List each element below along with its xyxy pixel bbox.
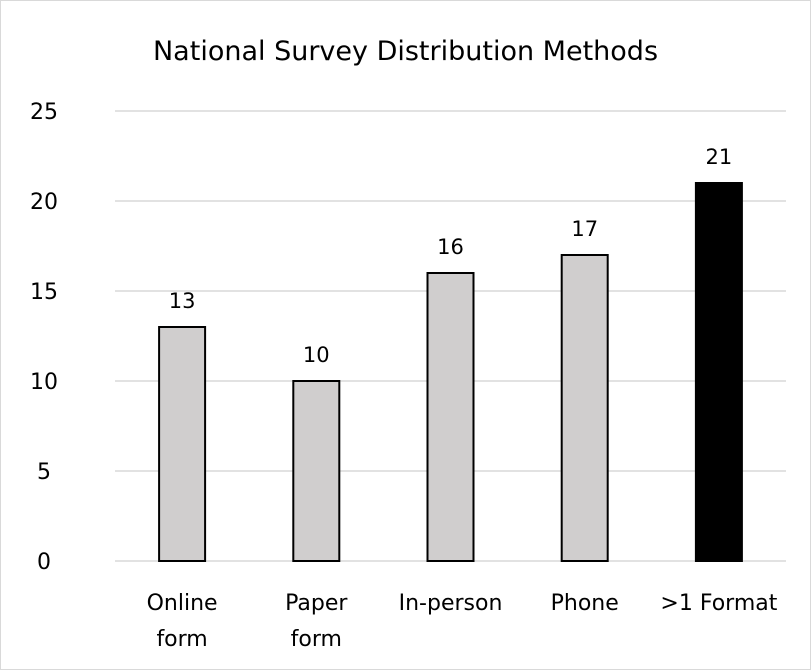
x-category-label: Phone [551,591,619,616]
x-category-label-line: Phone [551,591,619,616]
y-tick-label: 20 [30,190,58,215]
y-tick-label: 15 [30,280,58,305]
data-label: 17 [571,217,598,241]
x-category-label-line: >1 Format [660,591,777,616]
y-tick-label: 5 [37,460,51,485]
x-category-label-line: In-person [399,591,503,616]
x-category-label: Online form [147,591,218,652]
data-label: 16 [437,235,464,259]
data-label: 21 [706,145,733,169]
bar [292,380,341,562]
x-category-label-line: form [156,627,207,652]
x-category-label-line: form [291,627,342,652]
x-category-label: Paper form [285,591,348,652]
x-category-label-line: Online [147,591,218,616]
x-category-label: >1 Format [660,591,777,616]
y-tick-label: 10 [30,370,58,395]
data-label: 13 [169,289,196,313]
bar [158,326,207,562]
x-category-label-line: Paper [285,591,348,616]
y-tick-label: 0 [37,550,51,575]
chart-title: National Survey Distribution Methods [152,36,659,67]
bar [426,272,475,562]
x-category-label: In-person [399,591,503,616]
data-label: 10 [303,343,330,367]
y-tick-label: 25 [30,100,58,125]
bar [694,182,743,562]
bar [560,254,609,562]
